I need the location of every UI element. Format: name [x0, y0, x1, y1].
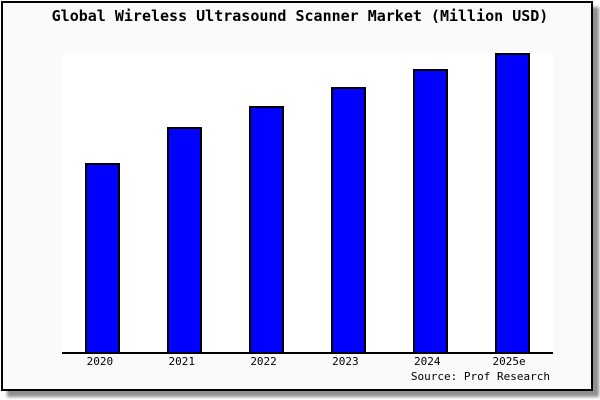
x-tick-label-2025e: 2025e: [492, 355, 526, 368]
plot-area: [62, 53, 553, 354]
bar-2023: [330, 87, 366, 352]
bar-slot: [62, 53, 144, 352]
bar-slot: [471, 53, 553, 352]
bar-slot: [226, 53, 308, 352]
bar-2020: [85, 163, 121, 352]
bar-group: [62, 53, 553, 352]
source-note: Source: Prof Research: [410, 370, 550, 383]
bar-slot: [307, 53, 389, 352]
x-tick-label-2020: 2020: [86, 355, 114, 368]
bar-slot: [389, 53, 471, 352]
x-axis-labels: 2020 2021 2022 2023 2024 2025e: [59, 355, 550, 368]
chart-frame: [1, 1, 593, 391]
chart-title: Global Wireless Ultrasound Scanner Marke…: [51, 7, 549, 25]
x-tick-label-2024: 2024: [413, 355, 441, 368]
x-tick-label-2023: 2023: [332, 355, 359, 368]
x-tick-label-2022: 2022: [250, 355, 277, 368]
bar-2021: [167, 126, 203, 352]
bar-slot: [144, 53, 226, 352]
bar-2024: [412, 69, 448, 352]
bar-2025e: [494, 53, 530, 352]
bar-2022: [249, 105, 285, 352]
x-tick-label-2021: 2021: [168, 355, 195, 368]
